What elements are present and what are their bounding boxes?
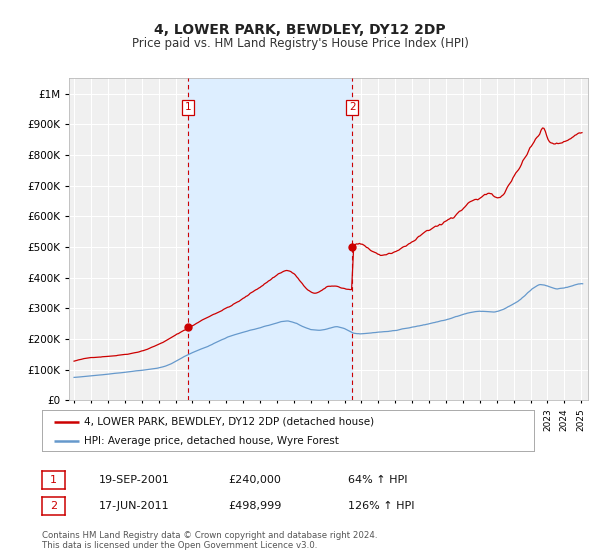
Text: 1: 1 [184,102,191,113]
Text: 17-JUN-2011: 17-JUN-2011 [99,501,170,511]
Text: Price paid vs. HM Land Registry's House Price Index (HPI): Price paid vs. HM Land Registry's House … [131,37,469,50]
Text: 19-SEP-2001: 19-SEP-2001 [99,475,170,485]
Text: 4, LOWER PARK, BEWDLEY, DY12 2DP: 4, LOWER PARK, BEWDLEY, DY12 2DP [154,23,446,37]
Text: £240,000: £240,000 [228,475,281,485]
Text: 4, LOWER PARK, BEWDLEY, DY12 2DP (detached house): 4, LOWER PARK, BEWDLEY, DY12 2DP (detach… [84,417,374,427]
Text: HPI: Average price, detached house, Wyre Forest: HPI: Average price, detached house, Wyre… [84,436,338,446]
Text: 64% ↑ HPI: 64% ↑ HPI [348,475,407,485]
Bar [188,78,352,400]
Text: This data is licensed under the Open Government Licence v3.0.: This data is licensed under the Open Gov… [42,541,317,550]
Text: 2: 2 [349,102,356,113]
Text: £498,999: £498,999 [228,501,281,511]
Text: 126% ↑ HPI: 126% ↑ HPI [348,501,415,511]
Text: Contains HM Land Registry data © Crown copyright and database right 2024.: Contains HM Land Registry data © Crown c… [42,531,377,540]
Text: 1: 1 [50,475,57,485]
Text: 2: 2 [50,501,57,511]
